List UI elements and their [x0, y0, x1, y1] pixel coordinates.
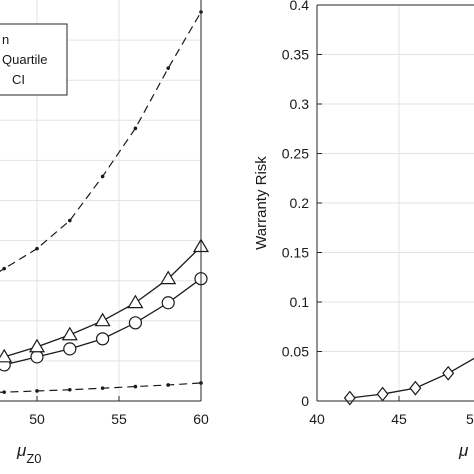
left-x-tick-label-1: 55	[111, 411, 127, 427]
left-x-tick-labels: 50 55 60	[29, 396, 209, 427]
left-series-0-point-3	[30, 350, 44, 364]
right-y-tick-label-4: 0.2	[290, 195, 310, 211]
right-y-tick-label-8: 0.4	[290, 0, 310, 13]
right-grid	[317, 5, 474, 401]
left-series-0-point-5	[95, 332, 110, 346]
left-series-2-point-4	[68, 218, 72, 223]
right-y-tick-label-0: 0	[301, 393, 309, 409]
left-series-2-point-3	[35, 246, 39, 251]
left-series-2-point-5	[100, 174, 105, 179]
left-series-3-point-6	[166, 383, 170, 387]
legend-box	[0, 23, 68, 96]
left-series-3-point-3	[68, 387, 72, 392]
right-x-tick-label-0: 40	[309, 411, 325, 427]
left-series-1-point-3	[28, 338, 46, 353]
left-series-1-point-7	[160, 270, 177, 285]
left-series-3-point-5	[133, 384, 138, 389]
left-series-3-point-1	[2, 390, 6, 394]
left-series-0-point-6	[128, 316, 142, 330]
left-x-axis-label: μZ0	[16, 441, 42, 466]
left-series-0-point-7	[161, 296, 175, 310]
right-x-tick-label-1: 45	[391, 411, 407, 427]
left-series-1-point-6	[127, 294, 144, 309]
left-chart: 50 55 60 μZ0 n Quartile CI	[0, 0, 210, 466]
right-y-tick-label-1: 0.05	[282, 344, 309, 360]
right-series-group	[343, 357, 474, 406]
left-axes	[0, 0, 202, 402]
right-x-tick-partial: 5	[466, 411, 474, 427]
right-x-axis-symbol: μ	[458, 441, 469, 460]
right-y-tick-label-3: 0.15	[282, 245, 309, 261]
left-series-2-point-2	[2, 266, 6, 271]
right-y-tick-label-5: 0.25	[282, 146, 309, 162]
legend-entry-2: Quartile	[2, 52, 48, 67]
legend-entry-3: CI	[12, 72, 25, 87]
left-x-axis-subscript: Z0	[26, 451, 41, 466]
right-y-tick-label-7: 0.35	[282, 47, 309, 63]
legend-entry-1: n	[2, 32, 9, 47]
right-y-tick-labels: 0 0.05 0.1 0.15 0.2 0.25 0.3 0.35 0.4	[282, 0, 322, 409]
left-x-tick-label-2: 60	[193, 411, 209, 427]
left-series-group	[0, 10, 210, 394]
left-series-2-point-7	[166, 66, 170, 70]
left-x-axis-symbol: μ	[16, 441, 27, 460]
left-series-2-point-6	[133, 126, 138, 131]
left-series-1-point-2	[0, 348, 13, 363]
right-series-0-point-3	[442, 365, 455, 381]
left-series-0-point-4	[63, 342, 77, 356]
right-y-axis-label: Warranty Risk	[253, 156, 270, 250]
right-chart: 0 0.05 0.1 0.15 0.2 0.25 0.3 0.35 0.4 40 45 5 War…	[253, 0, 474, 460]
left-series-3-point-2	[35, 389, 39, 393]
left-series-1-point-4	[61, 326, 78, 341]
right-series-0-point-2	[409, 380, 422, 396]
left-series-1-point-5	[94, 312, 111, 327]
legend: n Quartile CI	[0, 23, 68, 96]
left-x-tick-label-0: 50	[29, 411, 45, 427]
right-y-tick-label-2: 0.1	[290, 294, 310, 310]
left-series-3-point-4	[100, 386, 105, 390]
right-y-tick-label-6: 0.3	[290, 96, 310, 112]
right-x-tick-labels: 40 45	[309, 396, 407, 427]
left-series-line-2	[0, 11, 202, 272]
